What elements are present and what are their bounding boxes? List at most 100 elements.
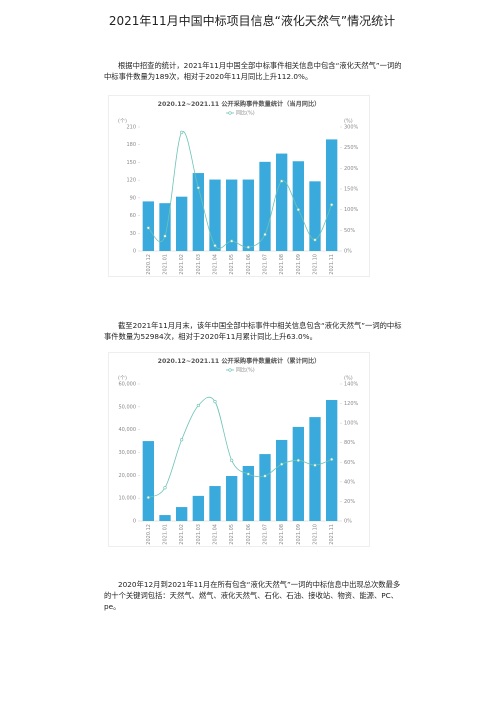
x-tick-label: 2021.11 bbox=[329, 524, 335, 545]
y2-tick-label: 300% bbox=[344, 125, 359, 131]
line-point bbox=[213, 400, 217, 404]
bar bbox=[292, 161, 304, 251]
chart-frame bbox=[108, 95, 370, 277]
line-point bbox=[330, 457, 334, 461]
bar bbox=[326, 139, 338, 251]
bar bbox=[192, 173, 204, 251]
bar bbox=[159, 515, 171, 521]
legend-label: 同比(%) bbox=[236, 367, 255, 374]
y2-tick-label: 20% bbox=[344, 499, 355, 505]
bar bbox=[209, 179, 221, 251]
x-tick-label: 2021.02 bbox=[179, 524, 185, 545]
bar bbox=[176, 196, 188, 251]
bar bbox=[176, 507, 188, 521]
x-tick-label: 2021.01 bbox=[163, 254, 169, 275]
x-tick-label: 2021.09 bbox=[296, 254, 302, 275]
y2-tick-label: 80% bbox=[344, 440, 355, 446]
line-point bbox=[296, 458, 300, 462]
line-point bbox=[180, 130, 184, 134]
x-tick-label: 2021.08 bbox=[279, 254, 285, 275]
x-tick-label: 2021.04 bbox=[213, 524, 219, 545]
y2-tick-label: 40% bbox=[344, 479, 355, 485]
y-tick-label: 60 bbox=[130, 213, 136, 219]
y-tick-label: 180 bbox=[126, 142, 136, 148]
bar bbox=[142, 441, 154, 521]
y-tick-label: 50,000 bbox=[119, 404, 137, 410]
x-tick-label: 2021.03 bbox=[196, 524, 202, 545]
y2-axis-label: (%) bbox=[344, 119, 353, 125]
x-tick-label: 2021.01 bbox=[163, 524, 169, 545]
line-point bbox=[313, 238, 317, 242]
y-tick-label: 90 bbox=[130, 195, 136, 201]
bar bbox=[226, 179, 238, 251]
x-tick-label: 2020.12 bbox=[146, 524, 152, 545]
y2-axis-label: (%) bbox=[344, 376, 353, 382]
y-tick-label: 210 bbox=[126, 125, 136, 131]
line-point bbox=[146, 226, 150, 230]
y2-tick-label: 100% bbox=[344, 421, 359, 427]
line-point bbox=[230, 458, 234, 462]
x-tick-label: 2021.02 bbox=[179, 254, 185, 275]
y2-tick-label: 200% bbox=[344, 166, 359, 172]
bar bbox=[226, 476, 238, 521]
y-tick-label: 120 bbox=[126, 178, 136, 184]
legend-label: 同比(%) bbox=[236, 110, 255, 117]
chart: 2020.12~2021.11 公开采购事件数量统计（当月同比） (个) (%) 0 3… bbox=[108, 95, 370, 277]
bar bbox=[259, 454, 271, 521]
x-tick-label: 2021.07 bbox=[263, 524, 269, 545]
line-point bbox=[146, 495, 150, 500]
x-tick-label: 2021.10 bbox=[313, 524, 319, 545]
line-point bbox=[180, 438, 184, 442]
page-title: 2021年11月中国中标项目信息“液化天然气”情况统计 bbox=[108, 14, 396, 28]
bar bbox=[309, 181, 321, 251]
y-tick-label: 0 bbox=[133, 519, 136, 525]
x-tick-label: 2021.10 bbox=[313, 254, 319, 275]
x-tick-label: 2021.05 bbox=[229, 254, 235, 275]
x-tick-label: 2021.06 bbox=[246, 524, 252, 545]
bar bbox=[292, 426, 304, 521]
y2-tick-label: 0% bbox=[344, 249, 352, 255]
x-tick-label: 2021.05 bbox=[229, 524, 235, 545]
y-tick-label: 10,000 bbox=[119, 496, 137, 502]
line-point bbox=[196, 186, 200, 190]
y2-tick-label: 0% bbox=[344, 519, 352, 525]
y-tick-label: 0 bbox=[133, 249, 136, 255]
chart-frame bbox=[108, 352, 370, 547]
line-point bbox=[196, 403, 200, 408]
line bbox=[148, 396, 332, 498]
x-tick-label: 2021.04 bbox=[213, 254, 219, 275]
bar bbox=[242, 179, 254, 251]
line-point bbox=[263, 474, 267, 478]
line-point bbox=[163, 234, 167, 238]
bar bbox=[276, 439, 288, 521]
bar bbox=[159, 203, 171, 251]
legend-marker bbox=[228, 368, 232, 372]
line bbox=[148, 131, 333, 250]
y-tick-label: 20,000 bbox=[119, 473, 137, 479]
chart: 2020.12~2021.11 公开采购事件数量统计（累计同比） (个) (%) 0 1… bbox=[108, 352, 370, 547]
line-point bbox=[246, 472, 250, 476]
line-point bbox=[296, 208, 300, 212]
line-point bbox=[330, 203, 334, 207]
y2-tick-label: 120% bbox=[344, 401, 359, 407]
bar bbox=[259, 161, 271, 251]
y-tick-label: 40,000 bbox=[119, 427, 137, 433]
y-tick-label: 60,000 bbox=[119, 382, 137, 388]
line-point bbox=[280, 462, 284, 466]
line-point bbox=[163, 486, 167, 490]
bar bbox=[242, 465, 254, 521]
bar bbox=[309, 417, 321, 521]
bar bbox=[209, 486, 221, 521]
x-tick-label: 2021.09 bbox=[296, 524, 302, 545]
paragraph: 截至2021年11月月末，该年中国全部中标事件中相关信息包含“液化天然气”一词的… bbox=[104, 321, 402, 341]
x-tick-label: 2021.03 bbox=[196, 254, 202, 275]
chart-title: 2020.12~2021.11 公开采购事件数量统计（累计同比） bbox=[158, 357, 321, 365]
bar bbox=[276, 153, 288, 251]
y-axis-label: (个) bbox=[118, 119, 127, 125]
x-tick-label: 2021.08 bbox=[279, 524, 285, 545]
legend-marker bbox=[228, 111, 232, 115]
y-tick-label: 150 bbox=[126, 160, 136, 166]
x-tick-label: 2020.12 bbox=[146, 254, 152, 275]
bar bbox=[192, 495, 204, 521]
